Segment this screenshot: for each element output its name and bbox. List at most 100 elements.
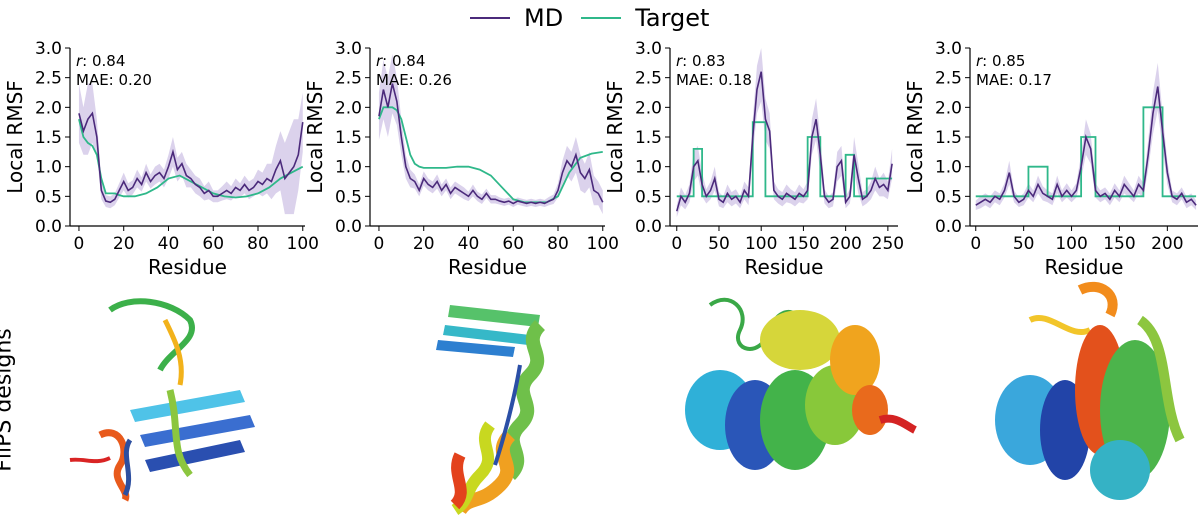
- y-tick-label: 3.0: [935, 39, 962, 59]
- x-axis-label: Residue: [1045, 255, 1124, 279]
- protein-structure-4: [995, 281, 1185, 500]
- rmsf-panel-3: 0.0 0.5 1.0 1.5 2.0 2.5 3.0 0 50 100 150 200 250 Resi…: [603, 39, 904, 279]
- legend-target: Target: [581, 4, 709, 32]
- y-axis-label: Local RMSF: [903, 80, 927, 194]
- mae-annotation: MAE: 0.18: [676, 71, 752, 89]
- x-tick-label: 20: [413, 234, 435, 254]
- x-tick-label: 0: [671, 234, 682, 254]
- md-variance-band: [676, 48, 893, 218]
- y-tick-label: 0.0: [35, 217, 62, 237]
- y-tick-label: 0.5: [635, 187, 662, 207]
- x-tick-label: 100: [1055, 234, 1087, 254]
- y-tick-label: 0.0: [335, 217, 362, 237]
- y-tick-label: 3.0: [635, 39, 662, 59]
- legend-md-label: MD: [524, 4, 564, 32]
- x-tick-label: 40: [458, 234, 480, 254]
- target-series-line: [975, 106, 1197, 198]
- r-value: : 0.85: [982, 52, 1025, 70]
- y-tick-label: 2.5: [935, 69, 962, 89]
- md-variance-band: [78, 83, 303, 215]
- y-tick-label: 1.0: [935, 158, 962, 178]
- y-tick-label: 2.0: [935, 98, 962, 118]
- y-axis-label: Local RMSF: [303, 80, 327, 194]
- r-value: : 0.84: [382, 52, 425, 70]
- y-tick-label: 0.5: [335, 187, 362, 207]
- r-symbol: r: [76, 52, 83, 70]
- x-tick-label: 200: [829, 234, 861, 254]
- legend-md-swatch: [470, 17, 510, 19]
- mae-annotation: MAE: 0.20: [76, 71, 152, 89]
- r-value: : 0.83: [682, 52, 725, 70]
- md-series-line: [675, 71, 893, 212]
- legend-target-label: Target: [635, 4, 710, 32]
- y-tick-label: 2.5: [635, 69, 662, 89]
- x-tick-label: 100: [587, 234, 619, 254]
- x-tick-label: 40: [158, 234, 180, 254]
- y-tick-label: 1.5: [635, 128, 662, 148]
- x-axis-label: Residue: [448, 255, 527, 279]
- x-axis-label: Residue: [745, 255, 824, 279]
- x-tick-label: 60: [202, 234, 224, 254]
- x-tick-label: 100: [745, 234, 777, 254]
- y-tick-label: 2.0: [335, 98, 362, 118]
- y-tick-label: 0.0: [935, 217, 962, 237]
- r-value: : 0.84: [82, 52, 125, 70]
- mae-annotation: MAE: 0.26: [376, 71, 452, 89]
- x-tick-label: 50: [1013, 234, 1035, 254]
- legend: MD Target: [470, 2, 727, 34]
- y-tick-label: 0.5: [35, 187, 62, 207]
- x-tick-label: 0: [374, 234, 385, 254]
- side-label-text: FliPS designs: [0, 328, 17, 472]
- x-tick-label: 50: [708, 234, 730, 254]
- x-tick-label: 250: [872, 234, 904, 254]
- y-tick-label: 2.5: [35, 69, 62, 89]
- correlation-annotation: r: 0.84: [76, 52, 125, 70]
- y-tick-label: 1.0: [635, 158, 662, 178]
- y-tick-label: 1.5: [35, 128, 62, 148]
- legend-target-swatch: [581, 17, 622, 19]
- y-tick-label: 1.0: [335, 158, 362, 178]
- y-tick-label: 3.0: [335, 39, 362, 59]
- protein-structure-1: [69, 298, 255, 502]
- x-tick-label: 80: [247, 234, 269, 254]
- x-tick-label: 60: [502, 234, 524, 254]
- protein-structure-2: [436, 305, 546, 515]
- y-tick-label: 2.0: [635, 98, 662, 118]
- correlation-annotation: r: 0.84: [376, 52, 425, 70]
- y-axis-label: Local RMSF: [3, 80, 27, 194]
- rmsf-panel-2: 0.0 0.5 1.0 1.5 2.0 2.5 3.0 0 20 40 60 80 100 Residue…: [303, 39, 619, 279]
- y-tick-label: 2.5: [335, 69, 362, 89]
- x-tick-label: 100: [287, 234, 319, 254]
- md-series-line: [78, 111, 304, 204]
- correlation-annotation: r: 0.83: [676, 52, 725, 70]
- x-tick-label: 80: [547, 234, 569, 254]
- md-series-line: [378, 83, 604, 205]
- r-symbol: r: [676, 52, 683, 70]
- rmsf-panels: 0.00.51.01.52.02.53.00 20 40 60 80 100Residue…: [3, 39, 1198, 279]
- x-axis-label: Residue: [148, 255, 227, 279]
- y-axis-label: Local RMSF: [603, 80, 627, 194]
- y-tick-label: 1.0: [35, 158, 62, 178]
- x-tick-label: 150: [1103, 234, 1135, 254]
- y-tick-label: 2.0: [35, 98, 62, 118]
- rmsf-panel-1: 0.0 0.5 1.0 1.5 2.0 2.5 3.0 0 20 40 60 80 100 Residue…: [3, 39, 319, 279]
- x-tick-label: 0: [74, 234, 85, 254]
- y-tick-label: 1.5: [335, 128, 362, 148]
- correlation-annotation: r: 0.85: [976, 52, 1025, 70]
- r-symbol: r: [376, 52, 383, 70]
- y-tick-label: 0.5: [935, 187, 962, 207]
- x-tick-label: 150: [787, 234, 819, 254]
- mae-annotation: MAE: 0.17: [976, 71, 1052, 89]
- y-tick-label: 3.0: [35, 39, 62, 59]
- y-tick-label: 0.0: [635, 217, 662, 237]
- x-tick-label: 0: [970, 234, 981, 254]
- x-tick-label: 20: [113, 234, 135, 254]
- md-series-line: [975, 86, 1197, 206]
- legend-md: MD: [470, 4, 563, 32]
- x-tick-label: 200: [1151, 234, 1183, 254]
- y-tick-label: 1.5: [935, 128, 962, 148]
- rmsf-panel-4: 0.0 0.5 1.0 1.5 2.0 2.5 3.0 0 50 100 150 200 Residue…: [903, 39, 1198, 279]
- target-series-line: [676, 121, 893, 198]
- protein-structure-3: [685, 297, 917, 470]
